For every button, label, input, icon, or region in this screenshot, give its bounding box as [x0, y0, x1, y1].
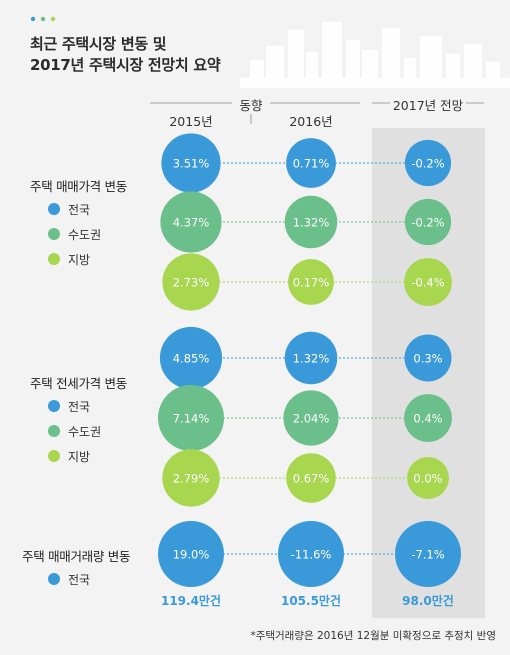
data-label: 0.0% [413, 472, 442, 486]
data-label: 1.32% [293, 352, 330, 366]
data-label: 3.51% [173, 157, 210, 171]
data-bubble [158, 385, 224, 451]
legend-dot-capital [48, 425, 60, 437]
data-bubble [404, 334, 452, 382]
page-title-line-1: 최근 주택시장 변동 및 [30, 35, 167, 53]
data-label: 2.79% [173, 472, 210, 486]
data-label: 2.73% [173, 276, 210, 290]
data-bubble [288, 259, 334, 305]
legend-label-capital: 수도권 [68, 228, 102, 242]
data-label: 4.85% [173, 352, 210, 366]
legend-dot-provinces [48, 450, 60, 462]
data-bubble [158, 521, 224, 587]
legend-label-provinces: 지방 [68, 450, 91, 464]
data-label: 0.4% [413, 412, 442, 426]
header-trend-label: 동향 [235, 95, 267, 114]
data-label: -0.2% [411, 157, 444, 171]
city-skyline [240, 22, 510, 88]
data-bubble [284, 331, 338, 385]
data-label: -0.2% [411, 216, 444, 230]
data-bubble [404, 394, 452, 442]
legend-label-nationwide: 전국 [68, 400, 91, 414]
header-2017-forecast: 2017년 전망 [392, 98, 464, 113]
data-bubble [162, 449, 220, 507]
legend-label-capital: 수도권 [68, 425, 102, 439]
legend-label-provinces: 지방 [68, 253, 91, 267]
data-bubble [283, 390, 339, 446]
data-label: 0.3% [413, 352, 442, 366]
page-title-line-2: 2017년 주택시장 전망치 요약 [30, 56, 221, 74]
footnote: *주택거래량은 2016년 12월분 미확정으로 추정치 반영 [250, 630, 496, 642]
group-title-sale-price: 주택 매매가격 변동 [30, 179, 127, 194]
data-label: 4.37% [173, 216, 210, 230]
data-bubble [278, 521, 344, 587]
legend-dot-provinces [48, 253, 60, 265]
data-label: 0.71% [293, 157, 330, 171]
legend-dot-nationwide [48, 573, 60, 585]
legend-label-nationwide: 전국 [68, 203, 91, 217]
data-bubble [404, 258, 452, 306]
group-title-jeonse-price: 주택 전세가격 변동 [30, 376, 127, 391]
volume-label: 98.0만건 [402, 593, 454, 608]
data-bubble [395, 521, 461, 587]
legend-label-nationwide: 전국 [68, 573, 91, 587]
title-dot-lime [50, 16, 56, 22]
legend-dot-nationwide [48, 400, 60, 412]
header-2015: 2015년 [169, 114, 213, 129]
volume-label: 119.4만건 [161, 593, 221, 608]
data-label: 0.17% [293, 276, 330, 290]
data-label: 7.14% [173, 412, 210, 426]
data-bubble [404, 198, 452, 246]
legend-dot-nationwide [48, 203, 60, 215]
data-bubble [286, 453, 336, 503]
title-dot-green [40, 16, 46, 22]
data-label: -7.1% [411, 548, 444, 562]
header-2016: 2016년 [289, 114, 333, 129]
data-label: 2.04% [293, 412, 330, 426]
data-label: 19.0% [173, 548, 210, 562]
title-dot-blue [30, 16, 36, 22]
data-bubble [160, 191, 222, 253]
data-bubble [161, 133, 221, 193]
data-bubble [284, 195, 338, 249]
data-label: 1.32% [293, 216, 330, 230]
data-bubble [404, 139, 452, 187]
volume-label: 105.5만건 [281, 593, 341, 608]
data-label: 0.67% [293, 472, 330, 486]
legend-dot-capital [48, 228, 60, 240]
data-bubble [286, 138, 336, 188]
data-label: -0.4% [411, 276, 444, 290]
data-bubble [159, 326, 223, 390]
data-bubble [162, 253, 220, 311]
data-label: -11.6% [291, 548, 332, 562]
group-title-volume: 주택 매매거래량 변동 [22, 549, 131, 564]
data-bubble [407, 457, 449, 499]
